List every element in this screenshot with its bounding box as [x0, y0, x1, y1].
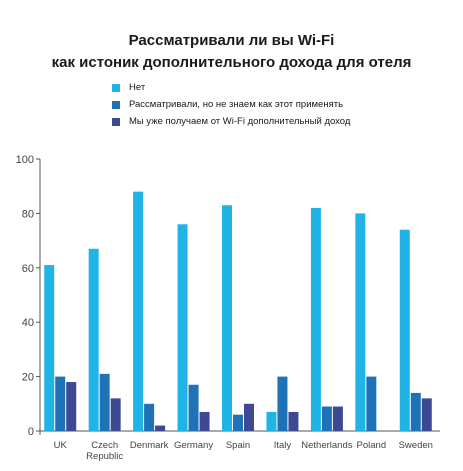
bar — [188, 384, 199, 431]
bar — [410, 392, 421, 431]
bar — [310, 207, 321, 431]
y-tick-label: 0 — [28, 426, 34, 438]
legend-item-considered: Рассматривали, но не знаем как этот прим… — [112, 99, 350, 110]
bar — [155, 425, 166, 431]
bar — [355, 213, 366, 431]
legend-item-earning: Мы уже получаем от Wi-Fi дополнительный … — [112, 116, 351, 127]
legend-swatch-considered — [112, 100, 120, 109]
x-tick-label: Italy — [274, 440, 292, 451]
bar — [99, 373, 110, 431]
bar — [366, 376, 377, 431]
bar — [199, 411, 210, 431]
bar — [321, 406, 332, 431]
title-line-1: Рассматривали ли вы Wi-Fi — [128, 32, 335, 49]
legend-swatch-no — [112, 83, 120, 92]
bar — [133, 191, 144, 431]
x-tick-label: Czech — [91, 440, 118, 451]
bar — [277, 376, 288, 431]
bar — [288, 411, 299, 431]
legend-item-no: Нет — [112, 82, 350, 93]
bar — [44, 265, 55, 431]
bar-layer — [44, 191, 432, 431]
legend-label-earning: Мы уже получаем от Wi-Fi дополнительный … — [129, 116, 351, 127]
x-tick-label: Denmark — [130, 440, 169, 451]
title-line-2: как истоник дополнительного дохода для о… — [51, 54, 412, 71]
legend-label-considered: Рассматривали, но не знаем как этот прим… — [129, 99, 344, 110]
bar — [421, 398, 432, 431]
bar — [332, 406, 343, 431]
bar — [177, 224, 188, 431]
bar — [55, 376, 66, 431]
x-tick-label: Spain — [226, 440, 250, 451]
bar — [399, 229, 410, 431]
x-tick-label: Germany — [174, 440, 213, 451]
y-tick-label: 80 — [22, 208, 34, 220]
x-tick-label: Netherlands — [301, 440, 352, 451]
legend: Нет Рассматривали, но не знаем как этот … — [112, 82, 351, 134]
bar — [244, 403, 254, 431]
x-tick-label: UK — [54, 440, 68, 451]
bar — [88, 248, 99, 431]
y-tick-label: 60 — [22, 263, 34, 275]
legend-swatch-earning — [112, 117, 120, 126]
y-tick-label: 40 — [22, 317, 34, 329]
bar — [266, 411, 277, 431]
y-tick-label: 20 — [22, 372, 34, 384]
x-tick-label: Sweden — [399, 440, 433, 451]
chart-title: Рассматривали ли вы Wi-Fi как истоник до… — [0, 30, 463, 74]
bar — [222, 205, 232, 431]
bar — [66, 382, 77, 431]
legend-label-no: Нет — [129, 82, 146, 93]
bar — [110, 398, 121, 431]
y-tick-label: 100 — [16, 154, 34, 166]
bar — [144, 403, 155, 431]
x-tick-label: Poland — [357, 440, 387, 451]
bar — [233, 414, 243, 431]
x-tick-label: Republic — [86, 451, 123, 462]
